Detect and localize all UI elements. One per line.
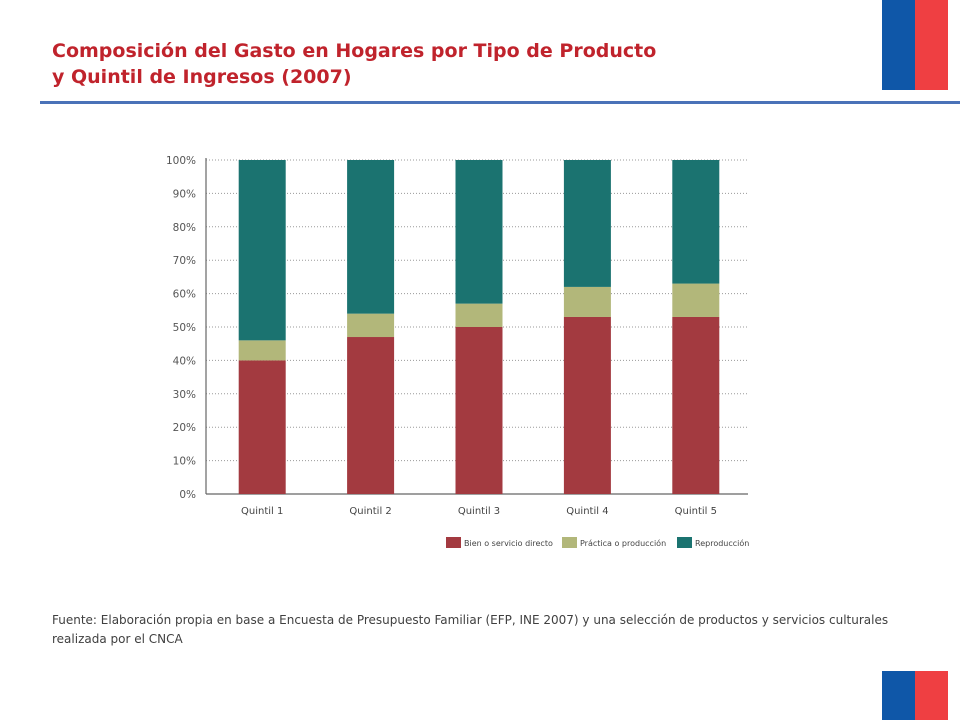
bar-segment [238,340,286,361]
flag-blue-stripe [882,0,915,90]
title-divider [40,101,960,104]
flag-red-stripe [915,0,948,90]
legend-label: Práctica o producción [580,538,666,548]
bar-segment [563,160,611,287]
bar-segment [672,316,720,494]
bar-segment [347,313,395,338]
bar-segment [563,286,611,317]
flag-red-stripe [915,671,948,720]
x-tick-label: Quintil 4 [566,506,608,517]
legend-label: Bien o servicio directo [464,539,553,548]
bar-segment [672,283,720,317]
y-tick-label: 80% [173,222,196,234]
stacked-bar-chart: 0% 10% 20% 30% 40% 50% 60% 70% 80% 90% 100% Quintil… [166,155,749,548]
flag-blue-stripe [882,671,915,720]
legend-swatch [562,537,577,548]
bar-segment [455,303,503,327]
bar-segment [238,160,286,341]
y-tick-label: 40% [173,355,196,367]
y-tick-label: 50% [173,322,196,334]
source-note: Fuente: Elaboración propia en base a Enc… [52,613,889,646]
y-tick-label: 30% [173,389,196,401]
flag-logo-bottom [882,671,948,720]
bar-segment [672,160,720,284]
legend-swatch [677,537,692,548]
y-tick-label: 20% [173,422,196,434]
slide-title-line-1: Composición del Gasto en Hogares por Tip… [52,40,657,62]
y-tick-label: 10% [173,456,196,468]
bar-segment [455,327,503,494]
y-tick-label: 0% [179,489,196,501]
bar-segment [455,160,503,304]
bar-segment [347,160,395,314]
y-tick-label: 100% [166,155,196,167]
y-tick-label: 90% [173,188,196,200]
x-tick-label: Quintil 3 [458,506,500,517]
bar-segment [238,360,286,494]
flag-logo-top [882,0,948,90]
bar-segment [563,316,611,494]
x-tick-label: Quintil 5 [675,506,717,517]
legend-label: Reproducción [695,538,749,548]
slide-title: Composición del Gasto en Hogares por Tip… [52,38,852,90]
bar-segment [347,337,395,494]
y-tick-label: 70% [173,255,196,267]
x-tick-label: Quintil 2 [349,506,391,517]
legend-swatch [446,537,461,548]
x-tick-label: Quintil 1 [241,506,283,517]
slide-title-line-2: y Quintil de Ingresos (2007) [52,66,352,88]
y-tick-label: 60% [173,289,196,301]
